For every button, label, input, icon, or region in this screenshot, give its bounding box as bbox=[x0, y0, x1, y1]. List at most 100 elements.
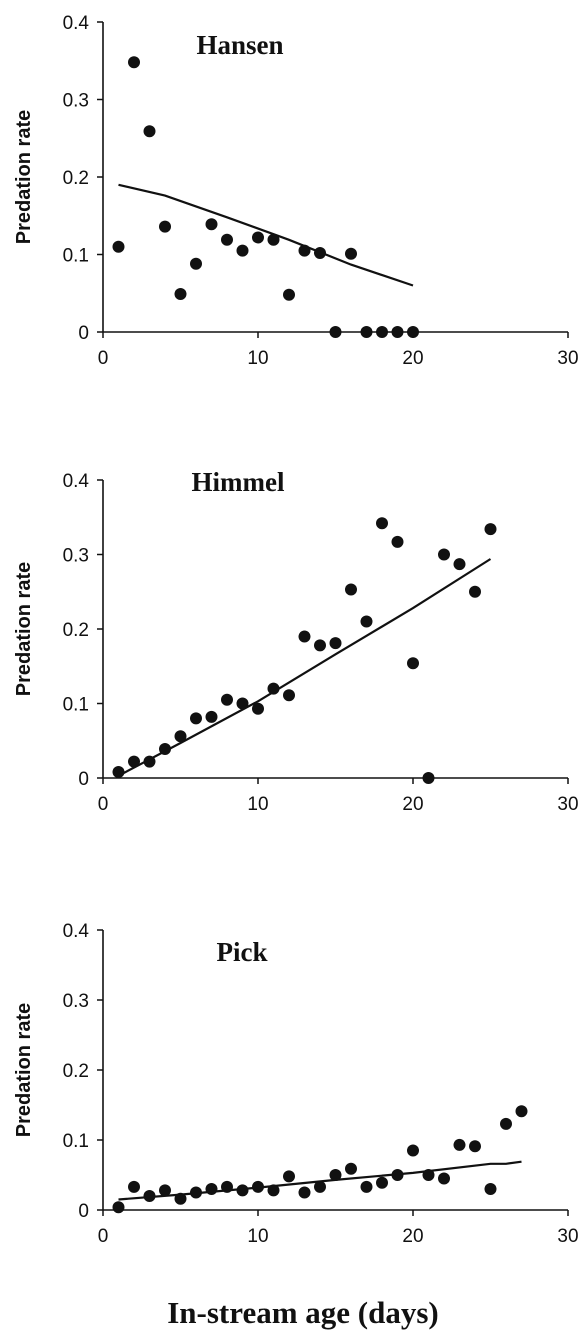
data-point bbox=[128, 1180, 140, 1193]
data-point bbox=[143, 1190, 156, 1202]
data-point bbox=[391, 1169, 404, 1181]
data-point bbox=[267, 682, 280, 695]
y-tick-label: 0.1 bbox=[63, 695, 89, 716]
y-tick-label: 0.4 bbox=[63, 13, 90, 34]
data-point bbox=[469, 1140, 481, 1153]
data-point bbox=[360, 326, 373, 338]
x-tick-label: 10 bbox=[247, 794, 268, 815]
data-point bbox=[407, 1144, 419, 1157]
data-point bbox=[453, 558, 466, 571]
data-point bbox=[345, 247, 357, 260]
trend-line bbox=[118, 183, 414, 287]
x-tick-label: 10 bbox=[247, 348, 268, 369]
data-point bbox=[314, 1180, 326, 1193]
y-axis-label: Predation rate bbox=[13, 1003, 35, 1137]
data-point bbox=[159, 1184, 171, 1197]
panel-hansen: 0 0.1 0.2 0.3 0.4 0 10 20 30 Predation rate Hansen bbox=[13, 13, 579, 369]
data-point bbox=[221, 1180, 233, 1193]
data-point bbox=[469, 585, 481, 598]
data-point bbox=[252, 702, 264, 715]
data-point bbox=[329, 326, 342, 338]
data-point bbox=[252, 1180, 264, 1193]
data-point bbox=[345, 583, 357, 596]
data-point bbox=[128, 56, 140, 69]
x-tick-label: 20 bbox=[402, 348, 423, 369]
data-point bbox=[453, 1138, 466, 1151]
data-point bbox=[190, 712, 202, 725]
data-point bbox=[190, 1186, 202, 1199]
data-point bbox=[360, 1180, 373, 1193]
data-point bbox=[159, 742, 171, 755]
data-point bbox=[376, 1176, 388, 1189]
data-point bbox=[314, 639, 326, 652]
x-tick-label: 30 bbox=[557, 1226, 578, 1247]
panel-himmel: 0 0.1 0.2 0.3 0.4 0 10 20 30 Predation rate Himmel bbox=[13, 467, 579, 815]
panel-pick: 0 0.1 0.2 0.3 0.4 0 10 20 30 Predation rate Pick bbox=[13, 921, 579, 1247]
data-point bbox=[236, 697, 249, 710]
data-point bbox=[159, 220, 171, 233]
data-point bbox=[438, 1172, 450, 1185]
data-point bbox=[298, 1186, 311, 1199]
y-tick-label: 0.3 bbox=[63, 91, 89, 112]
x-tick-label: 20 bbox=[402, 1226, 423, 1247]
y-axis-label: Predation rate bbox=[13, 110, 35, 244]
data-point bbox=[283, 689, 295, 702]
x-tick-label: 0 bbox=[98, 794, 109, 815]
data-point bbox=[329, 637, 342, 650]
data-point bbox=[112, 766, 125, 779]
data-point bbox=[236, 244, 249, 257]
panel-title: Himmel bbox=[192, 467, 285, 497]
data-point bbox=[484, 523, 497, 536]
data-point bbox=[252, 231, 264, 244]
data-point bbox=[112, 240, 125, 253]
data-point bbox=[314, 246, 326, 259]
x-tick-label: 20 bbox=[402, 794, 423, 815]
data-point bbox=[360, 615, 373, 628]
data-point bbox=[112, 1201, 125, 1214]
data-point bbox=[143, 125, 156, 138]
data-point bbox=[283, 288, 295, 301]
data-point bbox=[407, 657, 419, 670]
data-point bbox=[329, 1169, 342, 1181]
y-tick-label: 0.2 bbox=[63, 620, 89, 641]
y-tick-label: 0 bbox=[78, 1201, 89, 1222]
data-point bbox=[376, 326, 388, 338]
data-point bbox=[391, 535, 404, 548]
data-point bbox=[376, 517, 388, 530]
x-tick-label: 0 bbox=[98, 348, 109, 369]
data-point bbox=[236, 1184, 249, 1197]
x-tick-label: 30 bbox=[557, 794, 578, 815]
data-point bbox=[143, 755, 156, 768]
y-tick-label: 0.3 bbox=[63, 991, 89, 1012]
data-point bbox=[205, 710, 218, 723]
y-tick-label: 0.3 bbox=[63, 546, 89, 567]
y-axis-label: Predation rate bbox=[13, 562, 35, 696]
x-axis-title: In-stream age (days) bbox=[167, 1295, 439, 1330]
data-point bbox=[422, 772, 435, 784]
x-tick-label: 0 bbox=[98, 1226, 109, 1247]
data-point bbox=[422, 1169, 435, 1181]
data-point bbox=[221, 233, 233, 246]
data-point bbox=[484, 1183, 497, 1195]
data-point bbox=[128, 755, 140, 768]
data-point bbox=[205, 218, 218, 231]
data-point bbox=[438, 548, 450, 561]
y-tick-label: 0 bbox=[78, 769, 89, 790]
data-point bbox=[221, 693, 233, 706]
data-point bbox=[283, 1170, 295, 1183]
data-point bbox=[391, 326, 404, 338]
y-tick-label: 0.2 bbox=[63, 1061, 89, 1082]
x-tick-label: 10 bbox=[247, 1226, 268, 1247]
data-point bbox=[174, 288, 187, 301]
data-point bbox=[267, 1184, 280, 1197]
y-tick-label: 0.2 bbox=[63, 168, 89, 189]
data-point bbox=[267, 233, 280, 246]
data-point bbox=[298, 630, 311, 643]
x-tick-label: 30 bbox=[557, 348, 578, 369]
data-point bbox=[500, 1117, 512, 1130]
data-point bbox=[205, 1183, 218, 1195]
data-point bbox=[345, 1162, 357, 1175]
y-tick-label: 0.4 bbox=[63, 471, 90, 492]
panel-title: Pick bbox=[217, 937, 268, 967]
